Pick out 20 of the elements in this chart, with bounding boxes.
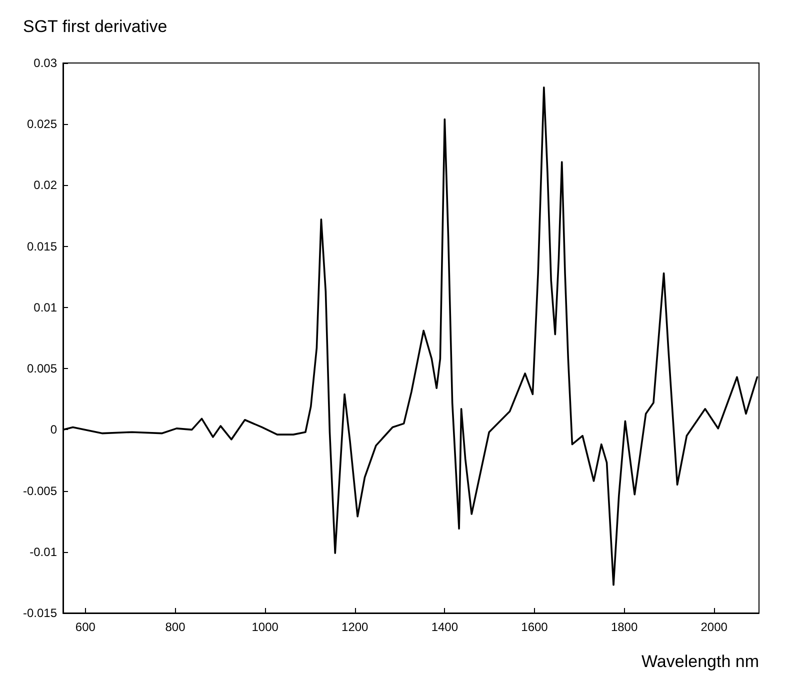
y-tick-label: 0.015 — [26, 239, 58, 254]
x-tick-label: 1600 — [521, 620, 548, 634]
x-tick-label: 1400 — [431, 620, 458, 634]
y-tick-label: -0.005 — [22, 484, 58, 498]
y-tick-label: -0.015 — [22, 606, 58, 620]
x-tick-label: 1800 — [610, 620, 638, 634]
y-tick-label: 0 — [50, 422, 58, 437]
y-tick-label: 0.025 — [26, 117, 58, 132]
x-tick-label: 1000 — [252, 620, 279, 634]
x-axis-title: Wavelength nm — [642, 652, 759, 671]
y-axis-title: SGT first derivative — [23, 17, 168, 36]
x-tick-label: 2000 — [700, 620, 728, 634]
x-tick-label: 1200 — [342, 620, 369, 634]
y-tick-label: 0.03 — [34, 56, 58, 70]
y-tick-label: -0.01 — [30, 544, 58, 559]
x-tick-label: 600 — [75, 620, 96, 634]
x-tick-label: 800 — [165, 620, 186, 634]
y-tick-label: 0.02 — [34, 178, 58, 192]
y-tick-label: 0.01 — [34, 300, 58, 314]
y-tick-label: 0.005 — [26, 362, 58, 376]
